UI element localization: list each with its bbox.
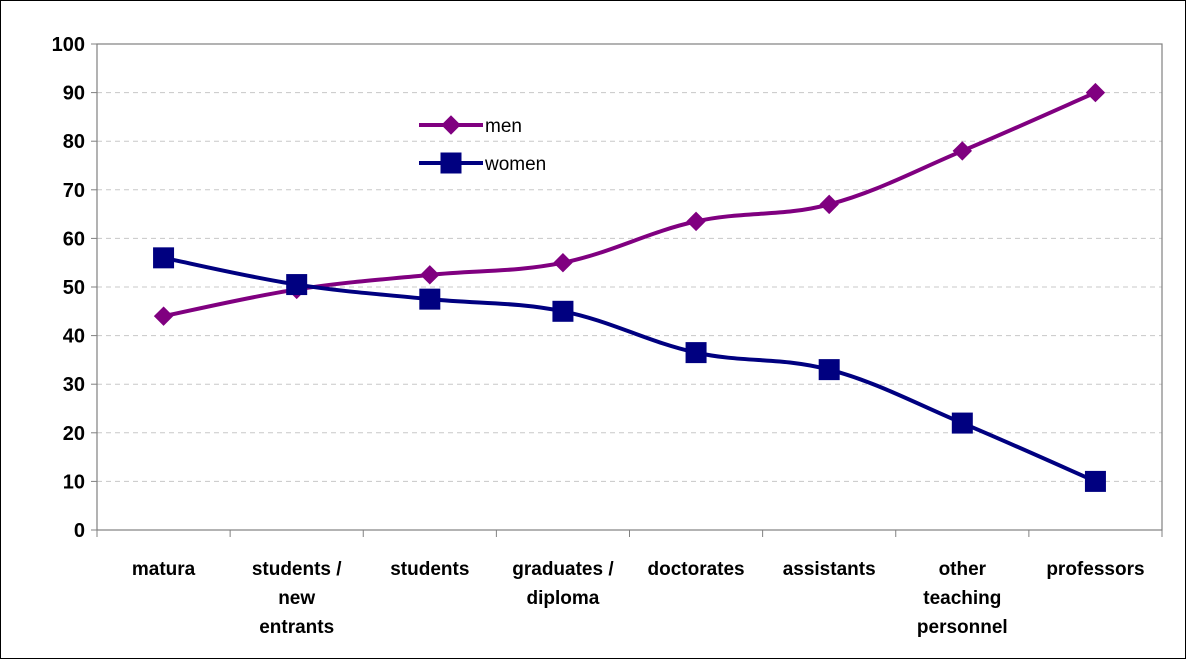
data-point-men: [553, 252, 573, 273]
x-tick-label: other teaching personnel: [917, 559, 1008, 638]
y-tick-label: 30: [63, 374, 85, 396]
data-point-women: [818, 359, 840, 381]
data-point-men: [819, 194, 839, 215]
legend-marker: [441, 115, 461, 135]
y-tick-label: 20: [63, 423, 85, 445]
x-tick-label: assistants: [783, 559, 876, 580]
data-point-women: [685, 342, 707, 364]
y-tick-label: 60: [63, 228, 85, 250]
x-tick-label: students: [390, 559, 469, 580]
y-tick-label: 40: [63, 326, 85, 348]
data-point-women: [951, 412, 973, 434]
x-axis-ticks: matura students / new entrants students gradu…: [96, 530, 1163, 638]
legend-item-women: women: [419, 152, 546, 175]
data-point-men: [420, 265, 440, 285]
gridlines: [97, 92, 1162, 482]
legend-item-men: men: [419, 115, 522, 137]
x-tick-label: doctorates: [647, 559, 744, 580]
data-point-men: [1085, 82, 1106, 103]
series-layer: [153, 82, 1106, 492]
legend: men women: [419, 115, 546, 175]
data-point-women: [552, 300, 574, 322]
data-point-men: [952, 141, 973, 161]
data-point-women: [286, 274, 308, 296]
y-tick-label: 90: [63, 83, 85, 105]
data-point-women: [1084, 470, 1106, 492]
y-tick-label: 50: [63, 277, 85, 299]
x-tick-label: graduates / diploma: [512, 559, 614, 609]
y-tick-label: 100: [52, 34, 85, 56]
x-tick-label: students / new entrants: [252, 559, 342, 638]
data-point-men: [153, 306, 174, 326]
y-tick-label: 0: [74, 520, 85, 542]
x-tick-label: professors: [1046, 559, 1144, 580]
legend-marker: [440, 152, 462, 174]
x-tick-label: matura: [132, 559, 196, 580]
y-tick-label: 80: [63, 131, 85, 153]
legend-label: women: [484, 154, 546, 175]
y-tick-label: 10: [63, 471, 85, 493]
data-point-men: [686, 211, 706, 232]
data-point-women: [153, 247, 175, 269]
y-axis-ticks: 0 10 20 30 40 50 60 70 80 90 100: [52, 34, 97, 542]
data-point-women: [419, 288, 441, 310]
series-women: [153, 247, 1106, 492]
y-tick-label: 70: [63, 180, 85, 202]
legend-label: men: [485, 116, 522, 137]
